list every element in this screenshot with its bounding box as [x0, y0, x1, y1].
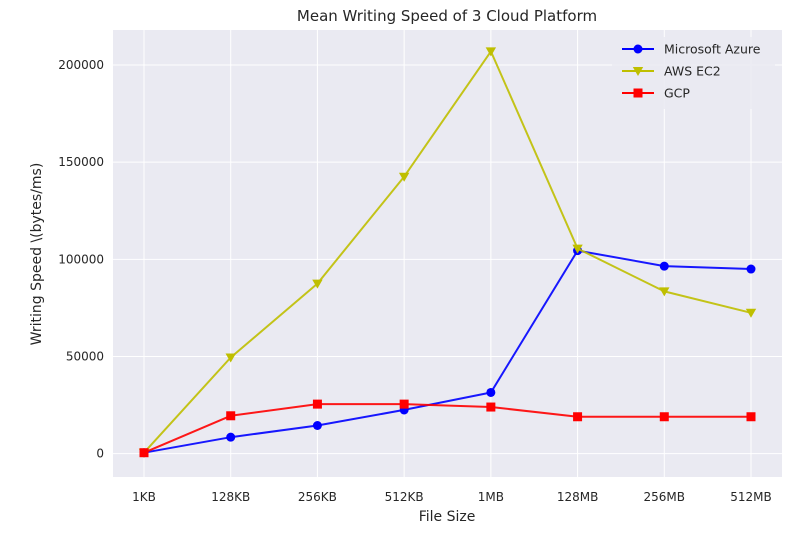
data-point: [399, 399, 409, 409]
data-point: [659, 261, 669, 271]
x-tick-label: 1KB: [132, 490, 156, 504]
data-point: [225, 353, 236, 363]
data-point: [486, 387, 496, 397]
data-point: [573, 412, 583, 422]
data-point: [746, 264, 756, 274]
legend-label: GCP: [664, 86, 690, 101]
data-point: [226, 432, 236, 442]
legend-label: Microsoft Azure: [664, 42, 761, 57]
data-point: [312, 420, 322, 430]
x-tick-label: 128MB: [557, 490, 599, 504]
x-tick-label: 1MB: [478, 490, 504, 504]
data-point: [572, 244, 583, 254]
series-aws-ec2: [138, 47, 757, 458]
data-point: [745, 308, 757, 318]
x-tick-label: 512KB: [385, 490, 424, 504]
data-point: [312, 399, 322, 409]
series-gcp: [139, 399, 756, 458]
y-tick-label: 50000: [66, 350, 104, 364]
data-point: [312, 279, 323, 289]
legend-marker: [633, 88, 643, 98]
x-tick-label: 256KB: [298, 490, 337, 504]
y-tick-label: 100000: [58, 252, 104, 266]
legend-entry: GCP: [622, 86, 690, 101]
legend-label: AWS EC2: [664, 64, 721, 79]
data-point: [485, 47, 497, 57]
x-tick-label: 128KB: [211, 490, 250, 504]
x-tick-label: 512MB: [730, 490, 772, 504]
series: [138, 47, 757, 458]
chart-title: Mean Writing Speed of 3 Cloud Platform: [297, 7, 597, 25]
legend: Microsoft Azure AWS EC2 GCP: [612, 37, 775, 109]
series-line: [143, 50, 752, 454]
data-point: [659, 287, 670, 297]
legend-entry: Microsoft Azure: [622, 42, 761, 57]
data-point: [486, 402, 496, 412]
data-point: [226, 411, 236, 421]
y-axis-label: Writing Speed \(bytes/ms): [29, 163, 45, 346]
data-point: [746, 412, 756, 422]
legend-marker: [633, 44, 643, 54]
y-tick-label: 200000: [58, 58, 104, 72]
y-tick-labels: 0 50000 100000 150000 200000: [58, 58, 104, 461]
data-point: [139, 448, 149, 458]
y-tick-label: 150000: [58, 155, 104, 169]
legend-marker: [632, 67, 644, 76]
data-point: [398, 172, 410, 182]
legend-entry: AWS EC2: [622, 64, 721, 79]
series-line: [143, 403, 751, 454]
y-tick-label: 0: [96, 447, 104, 461]
data-point: [659, 412, 669, 422]
series-line: [143, 249, 752, 454]
x-tick-label: 256MB: [644, 490, 686, 504]
x-tick-labels: 1KB 128KB 256KB 512KB 1MB 128MB 256MB 512MB: [132, 490, 772, 504]
x-axis-label: File Size: [419, 509, 476, 525]
